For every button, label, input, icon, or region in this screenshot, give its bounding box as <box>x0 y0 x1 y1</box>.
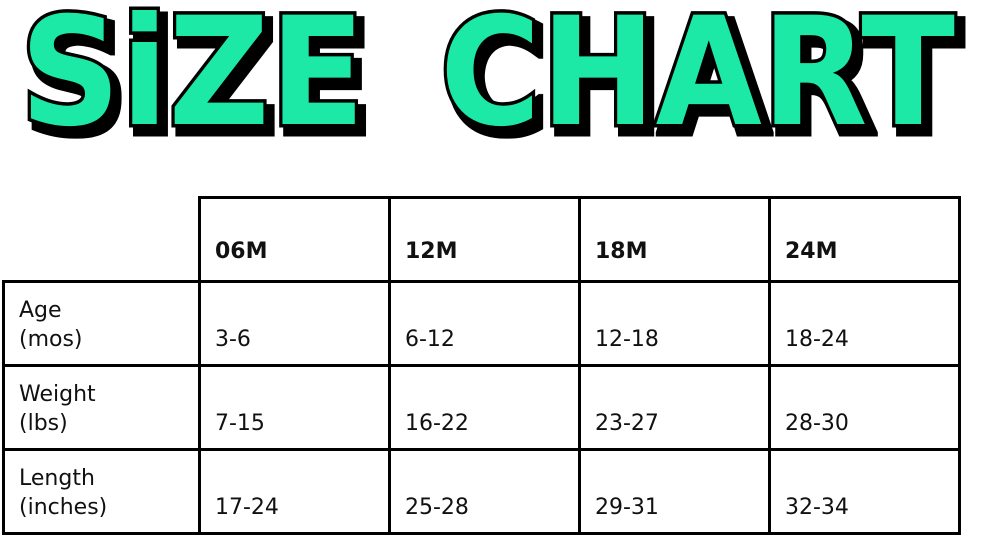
title-word-chart: CHART <box>440 0 955 150</box>
table-cell: 28-30 <box>768 364 961 451</box>
table-cell: 7-15 <box>198 364 391 451</box>
column-header: 18M <box>578 196 771 283</box>
table-cell: 23-27 <box>578 364 771 451</box>
row-label-unit: (inches) <box>19 495 108 520</box>
table-row: Weight (lbs) 7-15 16-22 23-27 28-30 <box>2 364 961 451</box>
row-label-name: Age <box>19 298 62 323</box>
title-word-size: SiZE <box>20 0 365 150</box>
table-cell: 3-6 <box>198 280 391 367</box>
table-cell: 18-24 <box>768 280 961 367</box>
size-table: 06M 12M 18M 24M Age (mos) 3-6 6-12 12-18 … <box>2 196 961 535</box>
row-label: Length (inches) <box>2 448 201 535</box>
table-cell: 25-28 <box>388 448 581 535</box>
row-label-unit: (lbs) <box>19 411 68 436</box>
row-label-unit: (mos) <box>19 327 83 352</box>
row-label-name: Length <box>19 466 95 491</box>
table-cell: 16-22 <box>388 364 581 451</box>
table-cell: 17-24 <box>198 448 391 535</box>
table-row: Length (inches) 17-24 25-28 29-31 32-34 <box>2 448 961 535</box>
corner-cell <box>3 197 201 283</box>
table-cell: 6-12 <box>388 280 581 367</box>
row-label-name: Weight <box>19 382 96 407</box>
table-cell: 12-18 <box>578 280 771 367</box>
column-header: 24M <box>768 196 961 283</box>
table-row: Age (mos) 3-6 6-12 12-18 18-24 <box>2 280 961 367</box>
row-label: Age (mos) <box>2 280 201 367</box>
row-label: Weight (lbs) <box>2 364 201 451</box>
header-row: 06M 12M 18M 24M <box>3 196 961 283</box>
table-cell: 32-34 <box>768 448 961 535</box>
table-cell: 29-31 <box>578 448 771 535</box>
size-chart-title: SiZE CHART <box>17 0 959 150</box>
column-header: 12M <box>388 196 581 283</box>
column-header: 06M <box>198 196 391 283</box>
